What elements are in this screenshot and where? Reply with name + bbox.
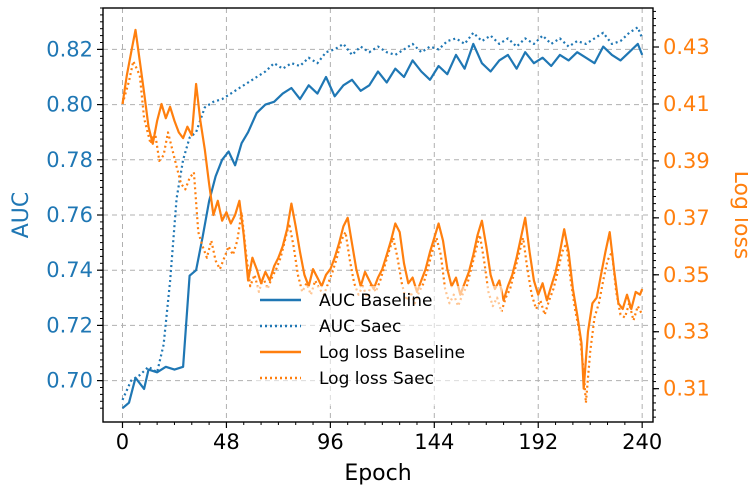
y-axis-right: 0.31 0.33 0.35 0.37 0.39 0.41 0.43: [653, 10, 710, 418]
series-line-log-loss-baseline: [121, 28, 644, 390]
y-right-tick-label: 0.43: [663, 35, 710, 59]
legend: AUC Baseline AUC Saec Log loss Baseline Log…: [252, 286, 502, 406]
y-left-tick-label: 0.76: [46, 203, 93, 227]
y-axis-left-title: AUC: [9, 192, 34, 239]
y-axis-left: 0.70 0.72 0.74 0.76 0.78 0.80 0.82: [46, 7, 103, 409]
y-right-tick-label: 0.33: [663, 320, 710, 344]
x-tick-label: 144: [414, 430, 454, 454]
y-left-tick-label: 0.80: [46, 93, 93, 117]
legend-background: [252, 286, 502, 406]
legend-label: Log loss Baseline: [319, 343, 465, 363]
x-tick-label: 240: [622, 430, 662, 454]
y-left-tick-label: 0.78: [46, 148, 93, 172]
y-right-tick-label: 0.37: [663, 206, 710, 230]
x-tick-label: 96: [317, 430, 344, 454]
y-axis-right-title: Log loss: [729, 171, 748, 260]
y-right-tick-label: 0.39: [663, 149, 710, 173]
y-left-tick-label: 0.70: [46, 369, 93, 393]
legend-items: AUC Baseline AUC Saec Log loss Baseline Log…: [260, 291, 465, 389]
series-line-log-loss-saec: [121, 60, 644, 404]
x-axis: 0 48 96 144 192 240: [116, 422, 662, 454]
legend-label: Log loss Saec: [319, 369, 434, 389]
series-line-auc-saec: [121, 26, 644, 401]
x-axis-title: Epoch: [344, 461, 411, 485]
x-tick-label: 192: [518, 430, 558, 454]
y-right-tick-label: 0.35: [663, 263, 710, 287]
y-left-tick-label: 0.72: [46, 313, 93, 337]
y-left-tick-label: 0.82: [46, 37, 93, 61]
y-left-tick-label: 0.74: [46, 258, 93, 282]
series-line-auc-baseline: [121, 42, 644, 410]
x-tick-label: 0: [116, 430, 129, 454]
y-right-tick-label: 0.31: [663, 377, 710, 401]
legend-label: AUC Baseline: [319, 291, 432, 311]
legend-label: AUC Saec: [319, 317, 401, 337]
plot-lines: [121, 26, 644, 410]
x-tick-label: 48: [213, 430, 240, 454]
y-right-tick-label: 0.41: [663, 92, 710, 116]
